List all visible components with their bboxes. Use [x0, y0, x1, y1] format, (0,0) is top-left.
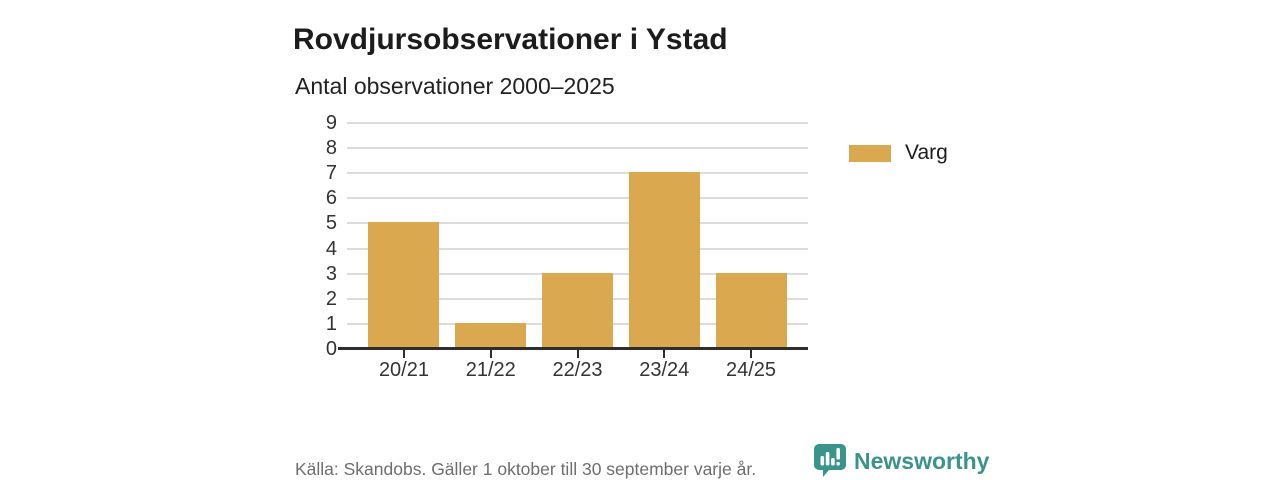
bar-23/24	[628, 172, 700, 348]
x-axis-tick	[576, 350, 579, 358]
gridline-y5	[347, 222, 808, 225]
x-axis-tick	[402, 350, 405, 358]
gridline-y9	[347, 122, 808, 124]
gridline-y8	[347, 147, 808, 150]
y-axis-tick-label: 4	[325, 237, 337, 260]
chart-subtitle: Antal observationer 2000–2025	[295, 73, 615, 99]
x-axis-tick-label: 23/24	[639, 359, 690, 381]
x-axis-tick-label: 21/22	[465, 359, 516, 381]
y-axis-tick-label: 2	[325, 287, 337, 310]
y-axis-tick-label: 1	[325, 312, 337, 335]
x-axis-tick	[489, 350, 492, 358]
page-title: Rovdjursobservationer i Ystad	[293, 23, 728, 57]
bar-24/25	[715, 272, 787, 348]
legend-swatch-varg	[849, 144, 891, 162]
newsworthy-logo-icon	[813, 443, 847, 478]
x-axis-tick-label: 20/21	[378, 359, 429, 381]
brand-name: Newsworthy	[854, 447, 990, 474]
x-axis-tick-label: 24/25	[725, 359, 777, 381]
legend: Varg	[849, 141, 948, 165]
gridline-y4	[347, 247, 808, 250]
y-axis-tick-label: 7	[325, 162, 337, 185]
x-axis-tick	[750, 350, 753, 358]
x-axis-tick-label: 22/23	[552, 359, 603, 381]
y-axis-tick-label: 5	[325, 212, 337, 235]
gridline-y7	[347, 172, 808, 175]
brand-block: Newsworthy	[813, 443, 989, 478]
bar-20/21	[368, 222, 440, 348]
gridline-y6	[347, 197, 808, 200]
x-axis-line	[338, 347, 808, 350]
y-axis-tick-label: 6	[325, 187, 337, 210]
source-note: Källa: Skandobs. Gäller 1 oktober till 3…	[295, 459, 757, 479]
bar-22/23	[542, 272, 613, 348]
legend-label: Varg	[905, 141, 948, 164]
y-axis-tick-label: 8	[325, 137, 337, 160]
x-axis-tick	[663, 350, 666, 358]
y-axis-tick-label: 9	[325, 112, 337, 134]
bar-21/22	[455, 322, 527, 348]
y-axis-tick-label: 0	[325, 338, 337, 360]
y-axis-tick-label: 3	[325, 262, 337, 285]
